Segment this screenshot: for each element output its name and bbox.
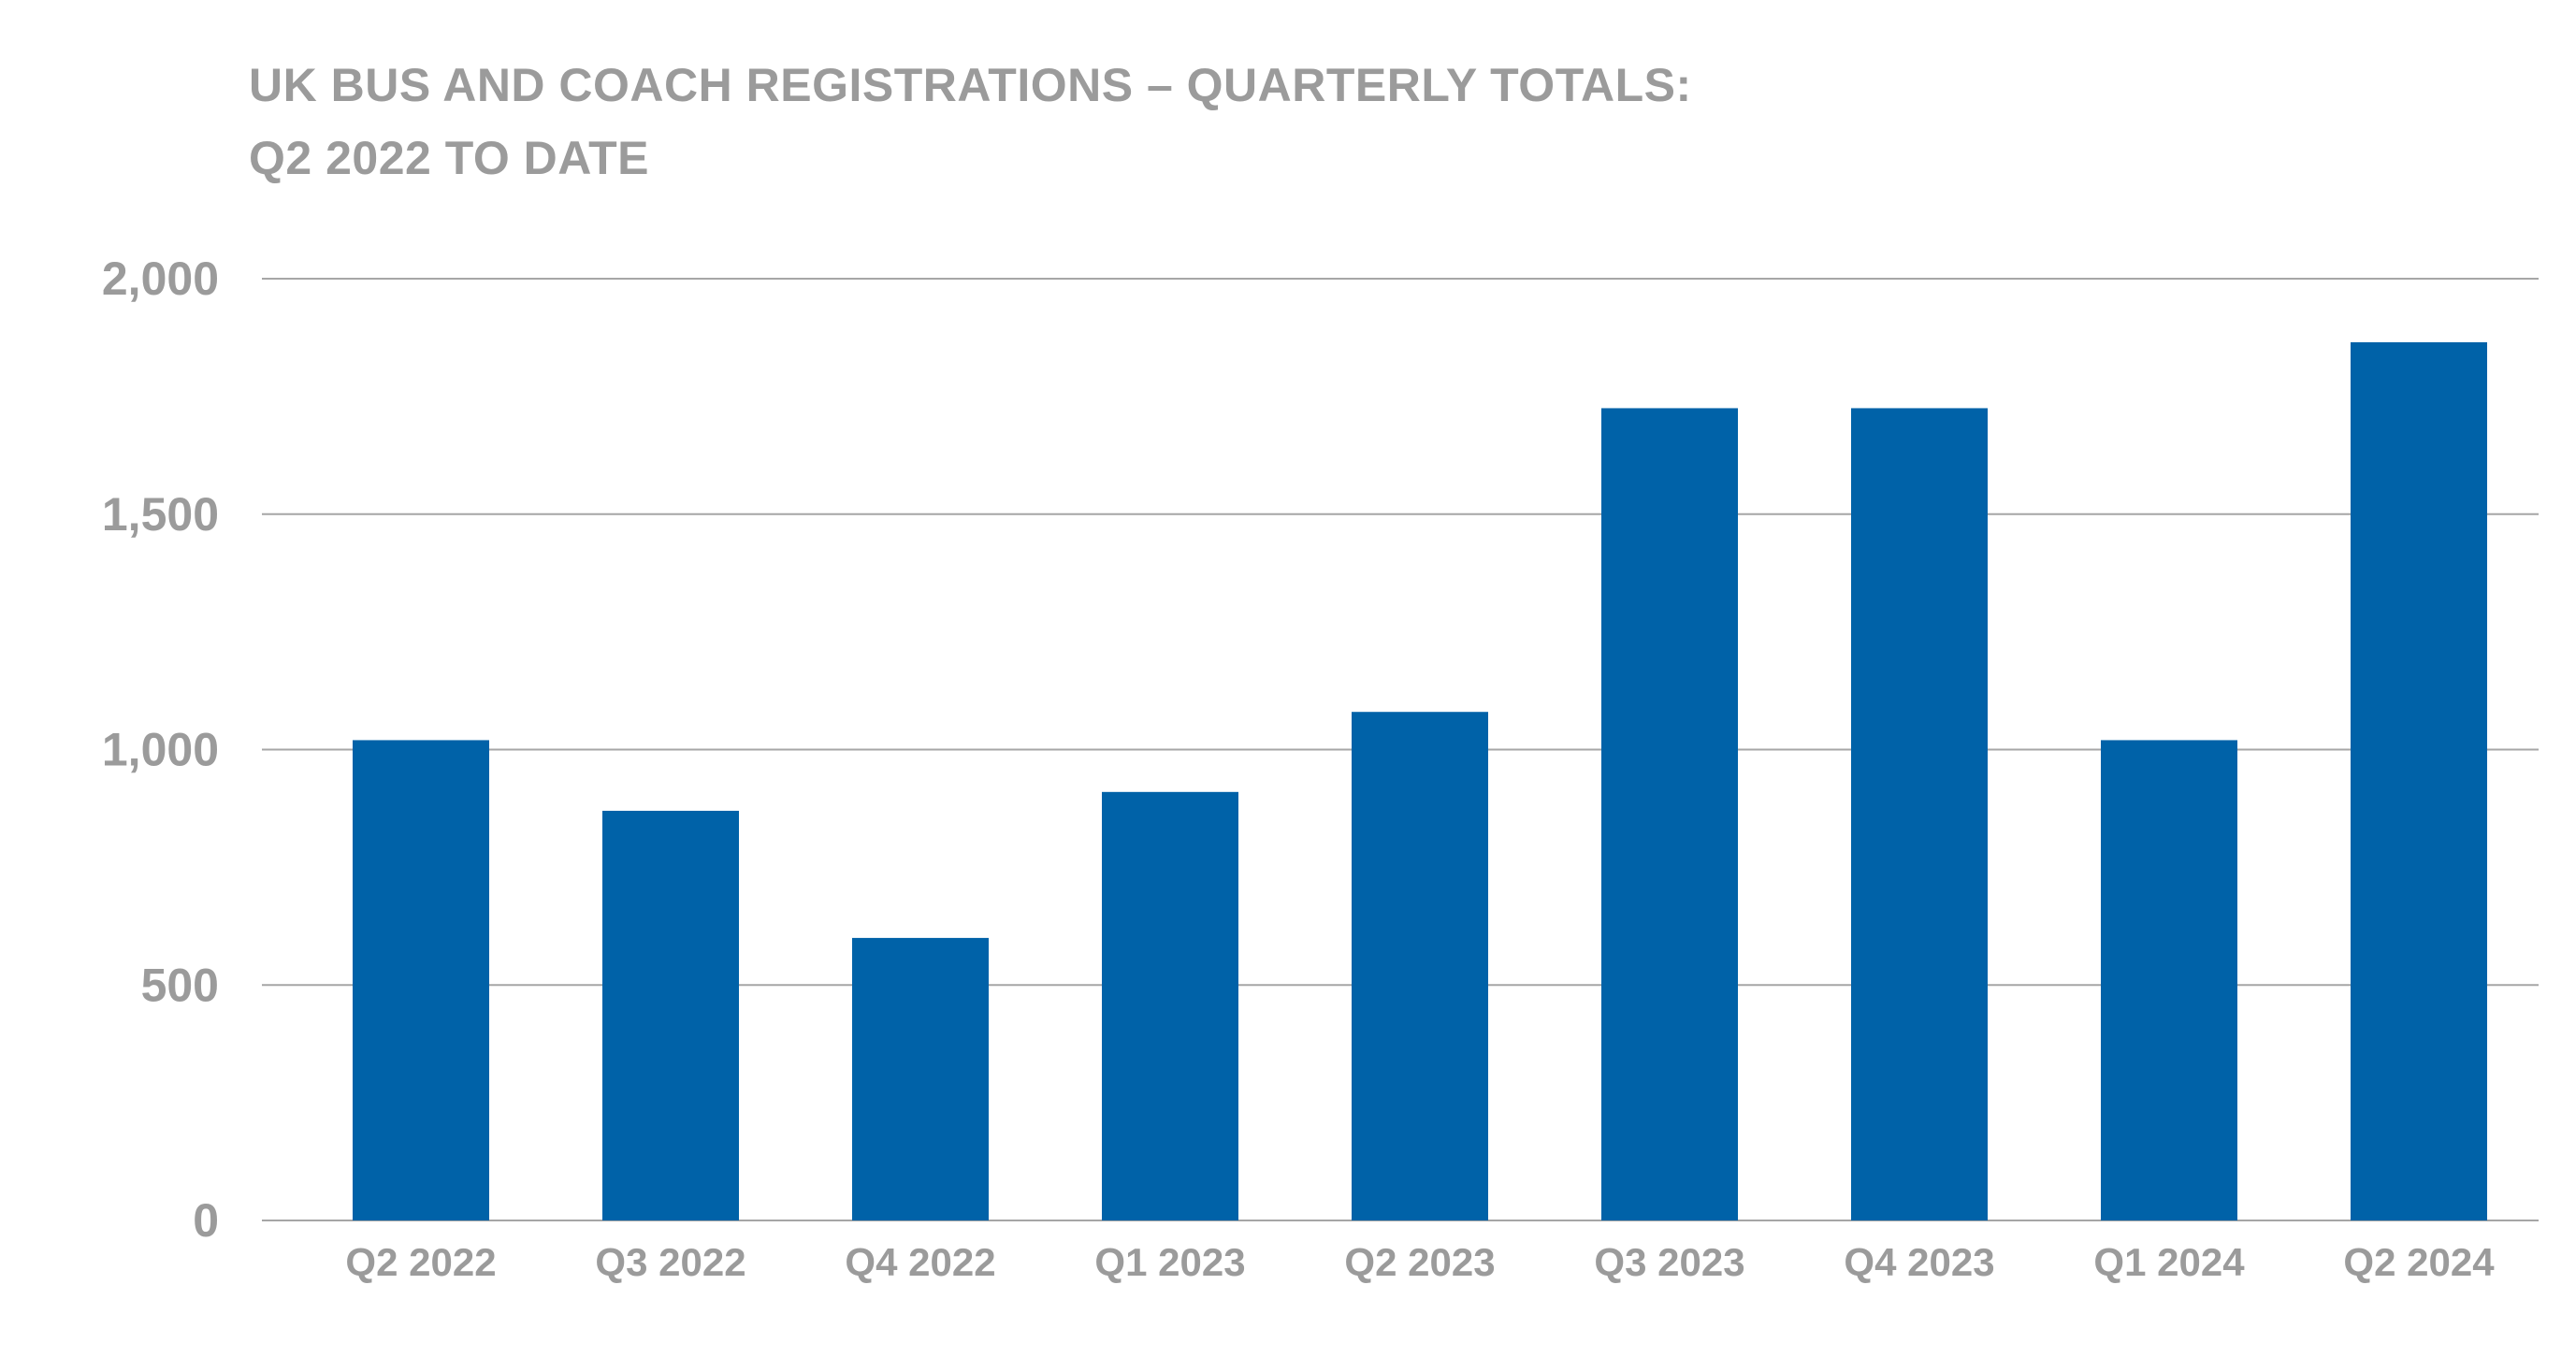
- y-tick-label: 1,000: [102, 724, 219, 776]
- bar: [602, 810, 739, 1220]
- x-tick-label: Q2 2022: [345, 1240, 496, 1284]
- x-tick-label: Q4 2023: [1844, 1240, 1994, 1284]
- bar: [2351, 341, 2487, 1220]
- bar: [1102, 791, 1238, 1220]
- y-tick-label: 0: [193, 1194, 219, 1247]
- bars: [353, 341, 2487, 1220]
- bar: [353, 740, 489, 1220]
- x-tick-label: Q2 2023: [1344, 1240, 1495, 1284]
- bar: [1352, 712, 1488, 1220]
- bar: [1601, 408, 1738, 1220]
- x-axis-ticks: Q2 2022 Q3 2022 Q4 2022 Q1 2023 Q2 2023 Q3 20…: [345, 1240, 2495, 1284]
- x-tick-label: Q3 2022: [595, 1240, 745, 1284]
- x-tick-label: Q3 2023: [1594, 1240, 1744, 1284]
- bar: [2101, 740, 2237, 1220]
- x-tick-label: Q4 2022: [845, 1240, 995, 1284]
- chart-title-line-1: UK BUS AND COACH REGISTRATIONS – QUARTER…: [249, 59, 1692, 111]
- x-tick-label: Q1 2023: [1094, 1240, 1245, 1284]
- y-axis-ticks: 0 500 1,000 1,500 2,000: [102, 253, 219, 1247]
- bar: [852, 937, 989, 1220]
- bar: [1851, 408, 1988, 1220]
- chart-title-line-2: Q2 2022 TO DATE: [249, 132, 650, 184]
- y-tick-label: 2,000: [102, 253, 219, 305]
- chart-title: UK BUS AND COACH REGISTRATIONS – QUARTER…: [249, 49, 1692, 195]
- y-tick-label: 1,500: [102, 488, 219, 541]
- x-tick-label: Q1 2024: [2093, 1240, 2245, 1284]
- y-tick-label: 500: [141, 959, 219, 1011]
- x-tick-label: Q2 2024: [2343, 1240, 2495, 1284]
